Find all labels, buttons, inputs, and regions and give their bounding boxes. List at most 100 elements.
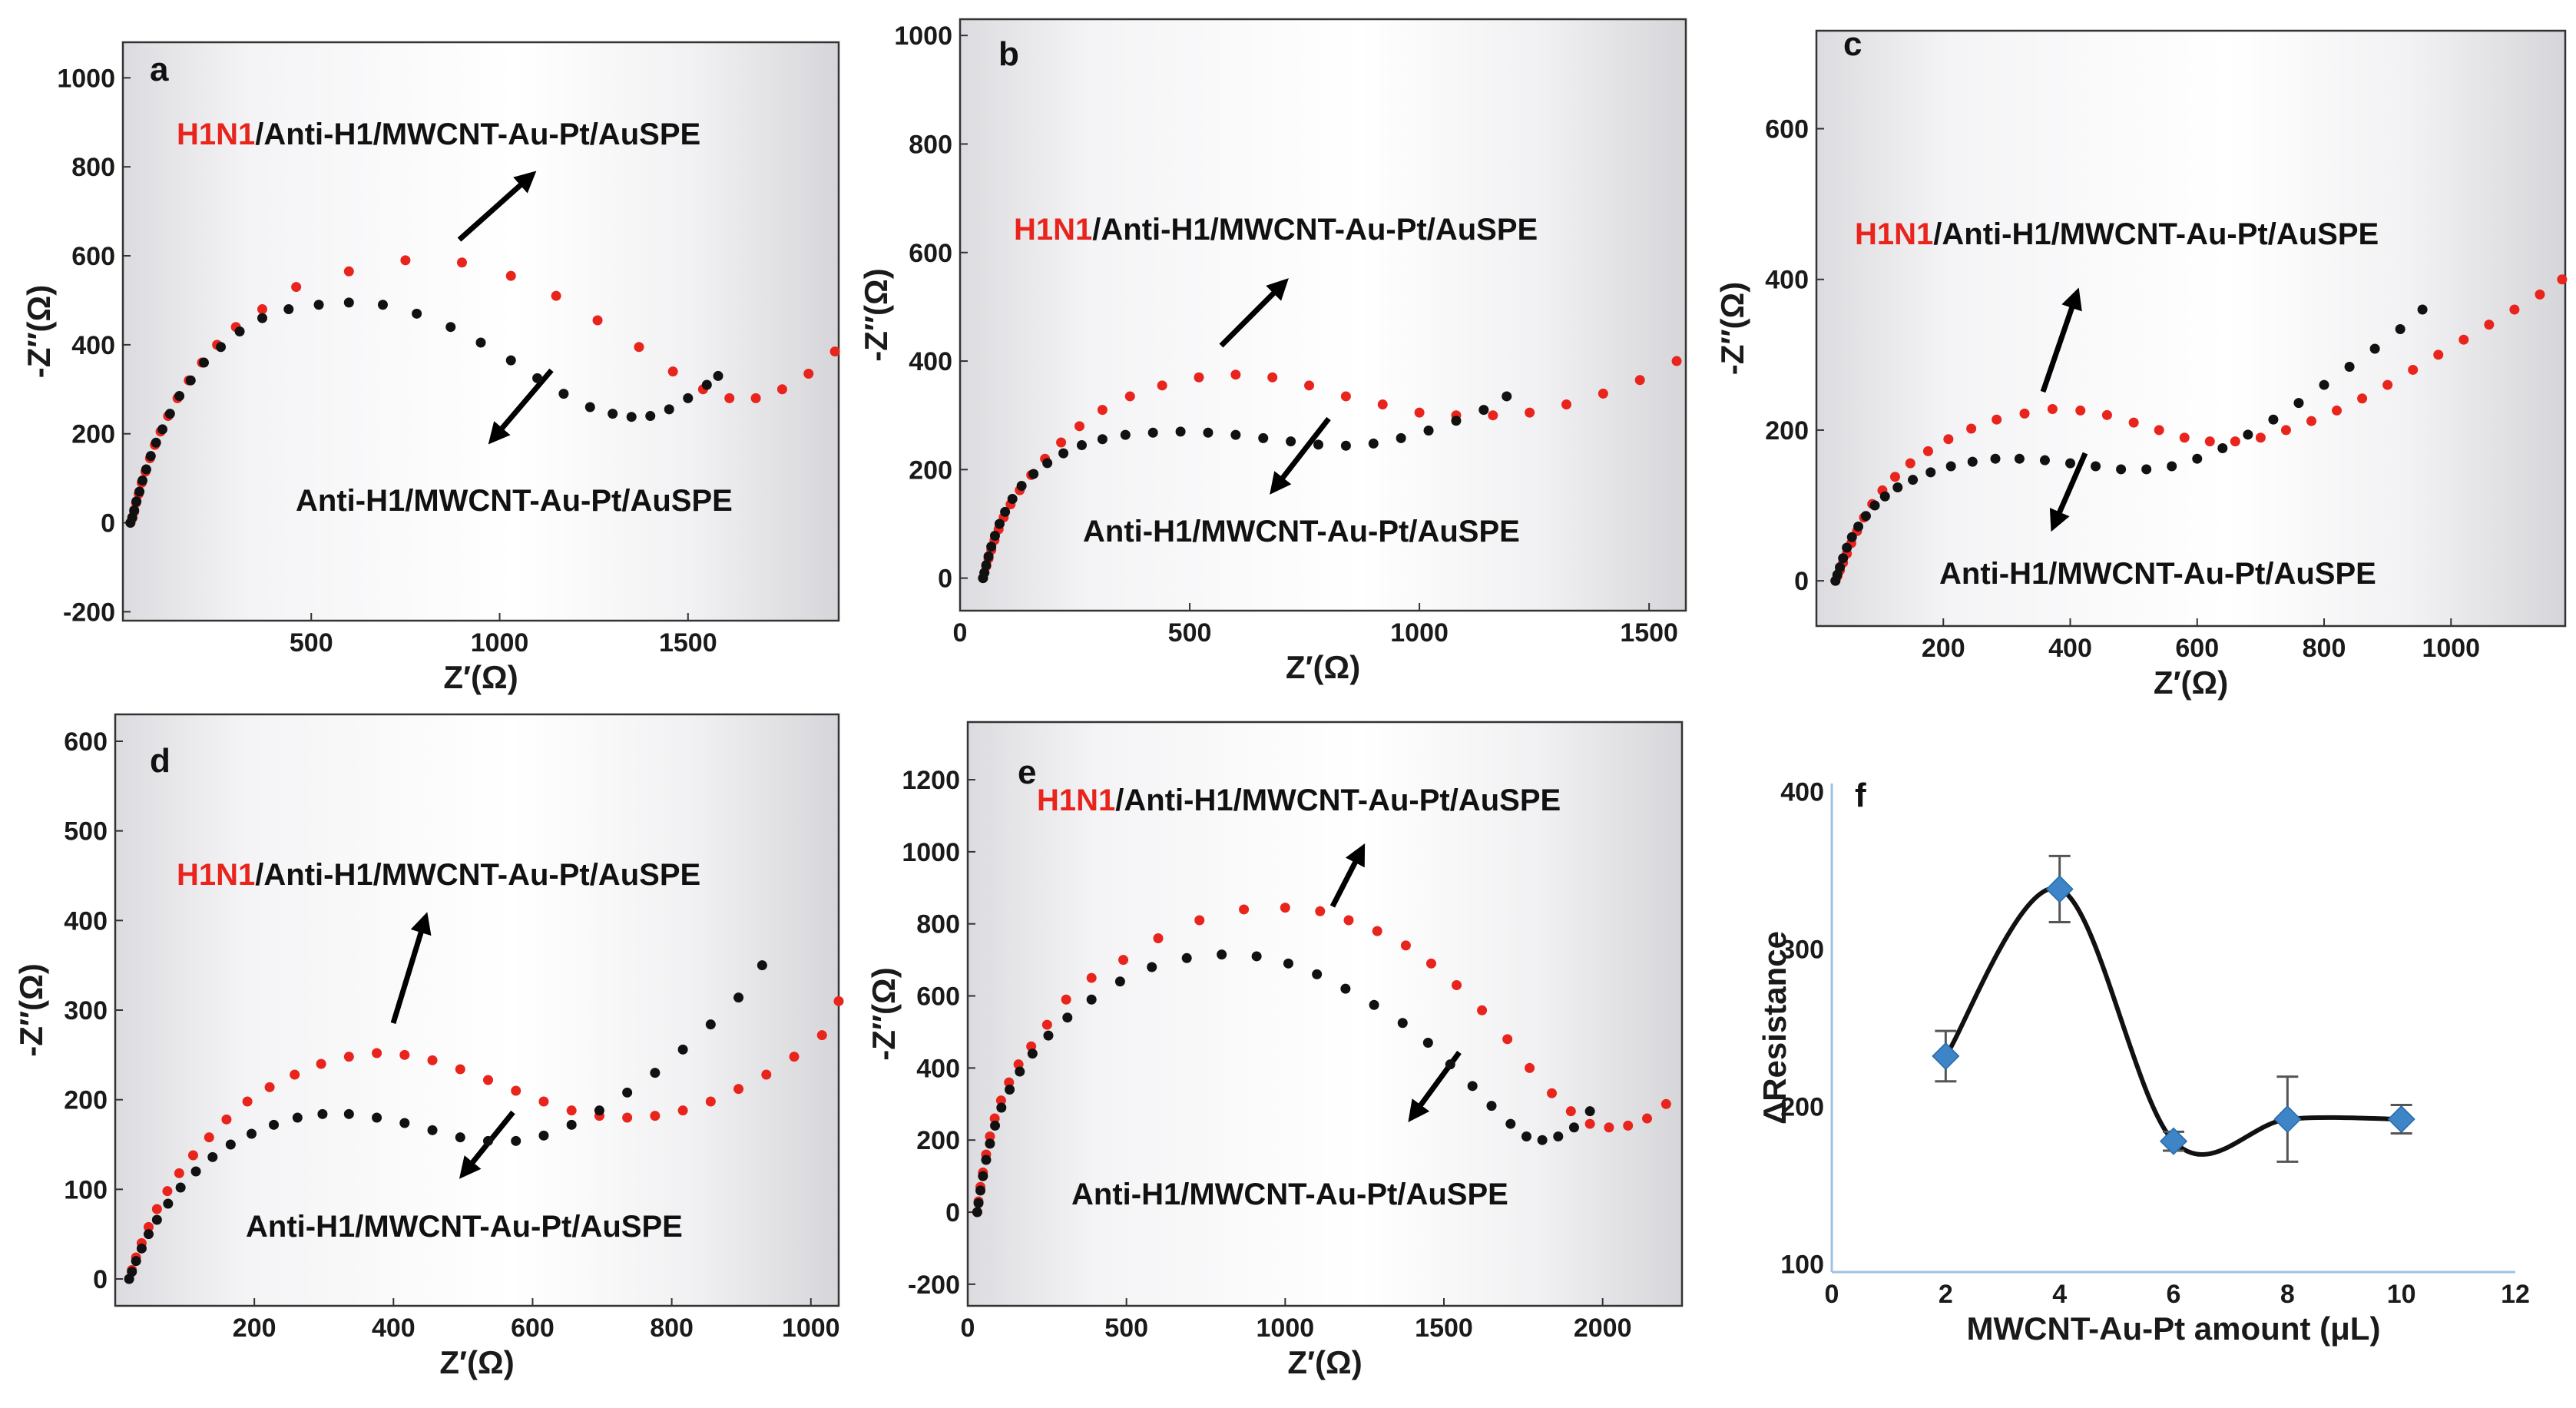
- y-tick-label: 600: [71, 242, 115, 271]
- data-point: [1194, 372, 1204, 383]
- data-point: [1097, 405, 1108, 416]
- data-point: [511, 1085, 521, 1096]
- data-point: [2019, 408, 2030, 419]
- data-point: [1076, 440, 1087, 451]
- arrow-up: [390, 912, 432, 1025]
- arrow-down: [488, 368, 554, 445]
- data-point: [2332, 405, 2343, 416]
- y-tick-label: 0: [101, 509, 115, 538]
- x-tick-label: 0: [961, 1314, 975, 1343]
- data-point: [1832, 569, 1843, 580]
- data-point: [1838, 553, 1849, 564]
- x-tick-label: 6: [2167, 1280, 2181, 1309]
- data-point: [131, 496, 142, 507]
- data-point: [608, 409, 618, 419]
- data-point: [317, 1108, 328, 1119]
- data-point: [1584, 1106, 1595, 1117]
- data-point: [1340, 440, 1351, 451]
- data-point: [1565, 1106, 1576, 1117]
- panel-f: f 0 2 4 6 8 10 12 100 200 300 400 MWCNT-Au-Pt amoun…: [1717, 714, 2576, 1408]
- y-tick-label: 200: [64, 1086, 108, 1115]
- panel-c: c H1N1/Anti-H1/MWCNT-Au-Pt/AuSPE Anti-H1…: [1714, 0, 2576, 714]
- data-point: [2509, 304, 2520, 315]
- data-point: [1445, 1059, 1455, 1070]
- data-point: [225, 1139, 236, 1150]
- data-point: [1280, 903, 1290, 913]
- arrow-up: [457, 171, 537, 242]
- data-point: [185, 375, 196, 386]
- y-axis-label: ΔResistance: [1757, 931, 1793, 1125]
- annotation-h1n1-prefix: H1N1: [1855, 217, 1933, 251]
- data-point: [1414, 407, 1425, 418]
- data-point: [455, 1064, 465, 1075]
- data-point: [558, 389, 569, 399]
- panel-label: a: [150, 51, 169, 88]
- data-point: [1016, 481, 1027, 492]
- data-point: [803, 369, 814, 379]
- data-point: [978, 1171, 988, 1181]
- x-tick-label: 4: [2052, 1280, 2067, 1309]
- data-point: [145, 451, 156, 462]
- data-point: [1114, 976, 1125, 987]
- data-point: [538, 1130, 549, 1141]
- annotation-h1n1-suffix: /Anti-H1/MWCNT-Au-Pt/AuSPE: [1115, 784, 1561, 817]
- data-point: [592, 315, 603, 326]
- panel-label: d: [150, 742, 171, 780]
- data-point: [2091, 461, 2101, 472]
- x-tick-label: 800: [2303, 634, 2346, 663]
- data-point: [733, 992, 744, 1003]
- data-point: [264, 1082, 275, 1092]
- data-point: [1660, 1098, 1671, 1109]
- data-point: [131, 1256, 141, 1267]
- data-point: [482, 1135, 493, 1146]
- data-point: [505, 270, 516, 281]
- y-tick-label: 0: [93, 1265, 108, 1294]
- data-point: [372, 1048, 382, 1058]
- data-point: [650, 1068, 661, 1078]
- data-point: [136, 1243, 147, 1254]
- data-point: [1251, 951, 1262, 962]
- data-point: [705, 1019, 716, 1030]
- data-point: [829, 346, 840, 357]
- data-point: [1086, 994, 1097, 1005]
- data-point: [1502, 1034, 1513, 1045]
- data-point: [1396, 432, 1406, 443]
- data-point: [2357, 393, 2368, 404]
- data-point: [234, 326, 245, 336]
- series-anti-h1: [972, 949, 1595, 1218]
- data-point: [975, 1185, 986, 1196]
- data-point: [981, 1155, 992, 1165]
- arrow-up: [1219, 278, 1289, 348]
- data-point: [1061, 994, 1071, 1005]
- y-tick-label: 1200: [902, 766, 960, 795]
- data-point: [1892, 482, 1903, 492]
- data-point: [456, 257, 467, 268]
- data-point: [343, 266, 354, 277]
- data-point: [372, 1112, 382, 1123]
- data-point: [1642, 1113, 1653, 1124]
- x-tick-label: 1000: [471, 628, 529, 658]
- data-point: [645, 411, 656, 422]
- y-tick-label: 600: [916, 982, 960, 1012]
- data-point: [1634, 375, 1645, 386]
- data-point: [724, 393, 735, 403]
- y-axis-label: -Z″(Ω): [1714, 282, 1750, 375]
- data-point: [1372, 926, 1382, 936]
- data-point: [2192, 453, 2203, 464]
- data-point: [2280, 425, 2291, 436]
- x-tick-label: 1500: [1415, 1314, 1473, 1343]
- annotation-h1n1-suffix: /Anti-H1/MWCNT-Au-Pt/AuSPE: [255, 118, 700, 151]
- data-point: [291, 282, 302, 293]
- data-point: [2047, 403, 2058, 414]
- data-point: [626, 412, 637, 422]
- data-point: [1340, 391, 1351, 402]
- data-point: [2344, 362, 2355, 373]
- y-tick-label: 1000: [894, 22, 952, 51]
- data-point: [972, 1207, 982, 1218]
- y-tick-label: 200: [909, 456, 952, 485]
- data-point: [1194, 915, 1205, 926]
- x-tick-label: 1500: [1620, 618, 1678, 648]
- data-point: [1477, 1005, 1488, 1015]
- data-point: [134, 486, 145, 497]
- data-point: [1525, 1062, 1535, 1073]
